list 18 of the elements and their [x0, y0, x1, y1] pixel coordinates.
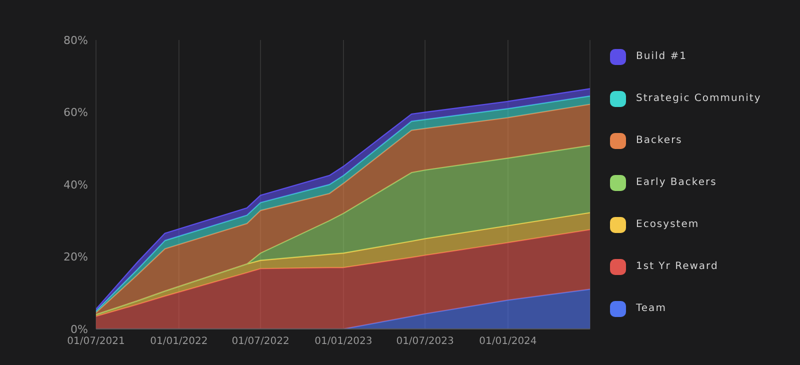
legend-label: Build #1 — [636, 51, 688, 62]
x-tick-label: 01/07/2022 — [232, 336, 290, 348]
y-tick-label: 80% — [64, 34, 88, 47]
y-tick-label: 20% — [64, 250, 88, 264]
y-tick-label: 0% — [70, 322, 88, 336]
legend-label: Ecosystem — [636, 219, 700, 230]
y-tick-label: 60% — [64, 106, 88, 120]
legend-label: Early Backers — [636, 177, 717, 188]
legend-label: 1st Yr Reward — [636, 261, 718, 272]
x-tick-label: 01/07/2021 — [67, 336, 125, 348]
legend-label: Backers — [636, 135, 682, 146]
legend-label: Strategic Community — [636, 93, 762, 104]
x-tick-label: 01/07/2023 — [396, 336, 454, 348]
x-tick-label: 01/01/2024 — [479, 336, 537, 348]
legend-label: Team — [636, 303, 666, 314]
x-tick-label: 01/01/2022 — [150, 336, 208, 348]
y-tick-label: 40% — [64, 178, 88, 192]
x-tick-label: 01/01/2023 — [314, 336, 372, 348]
